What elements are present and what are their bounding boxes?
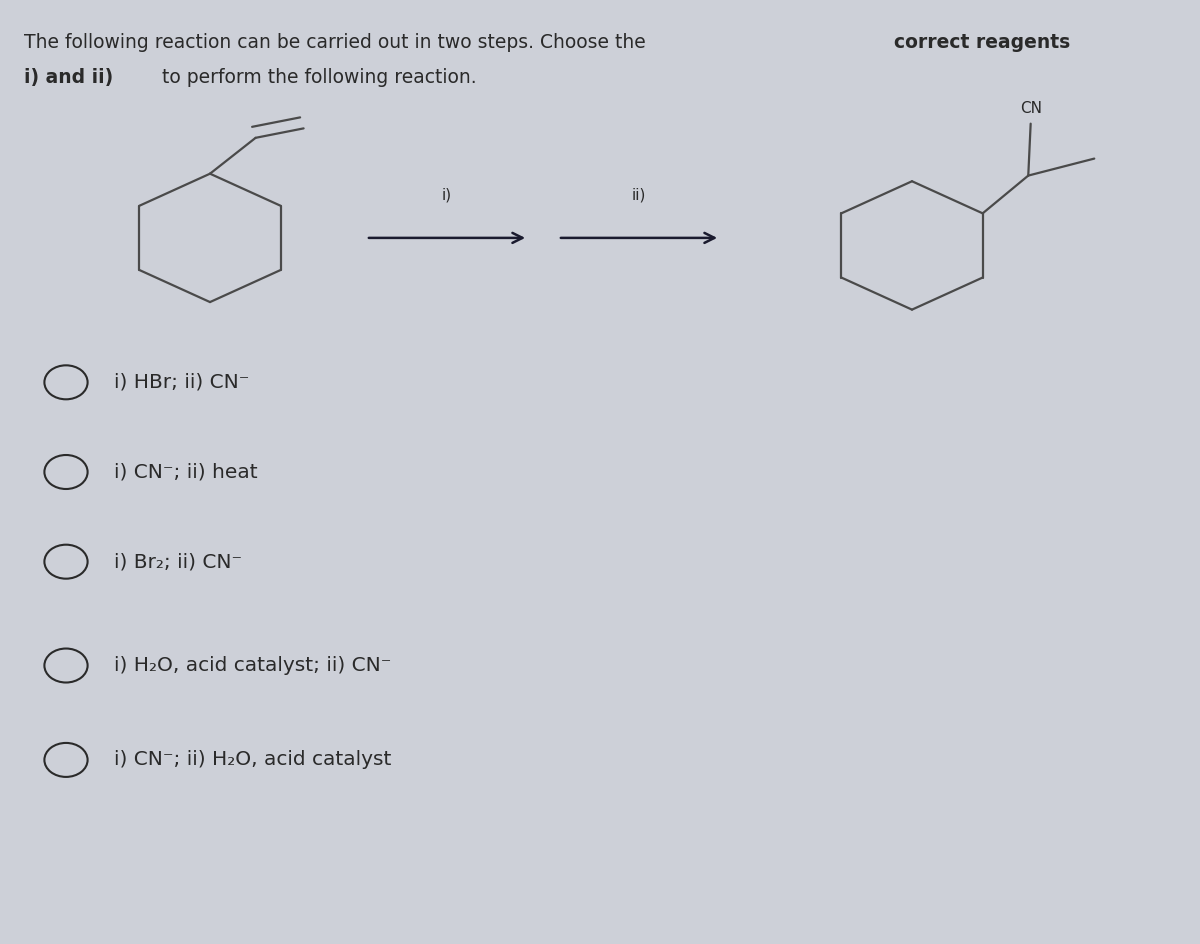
Text: i) Br₂; ii) CN⁻: i) Br₂; ii) CN⁻ xyxy=(114,552,242,571)
Text: correct reagents: correct reagents xyxy=(894,33,1070,52)
Text: i): i) xyxy=(442,187,452,202)
Text: ii): ii) xyxy=(632,187,646,202)
Text: i) CN⁻; ii) heat: i) CN⁻; ii) heat xyxy=(114,463,258,481)
Text: The following reaction can be carried out in two steps. Choose the: The following reaction can be carried ou… xyxy=(24,33,652,52)
Text: i) and ii): i) and ii) xyxy=(24,68,113,87)
Text: i) H₂O, acid catalyst; ii) CN⁻: i) H₂O, acid catalyst; ii) CN⁻ xyxy=(114,656,391,675)
Text: to perform the following reaction.: to perform the following reaction. xyxy=(156,68,476,87)
Text: i) CN⁻; ii) H₂O, acid catalyst: i) CN⁻; ii) H₂O, acid catalyst xyxy=(114,750,391,769)
Text: i) HBr; ii) CN⁻: i) HBr; ii) CN⁻ xyxy=(114,373,250,392)
Text: CN: CN xyxy=(1020,101,1042,116)
